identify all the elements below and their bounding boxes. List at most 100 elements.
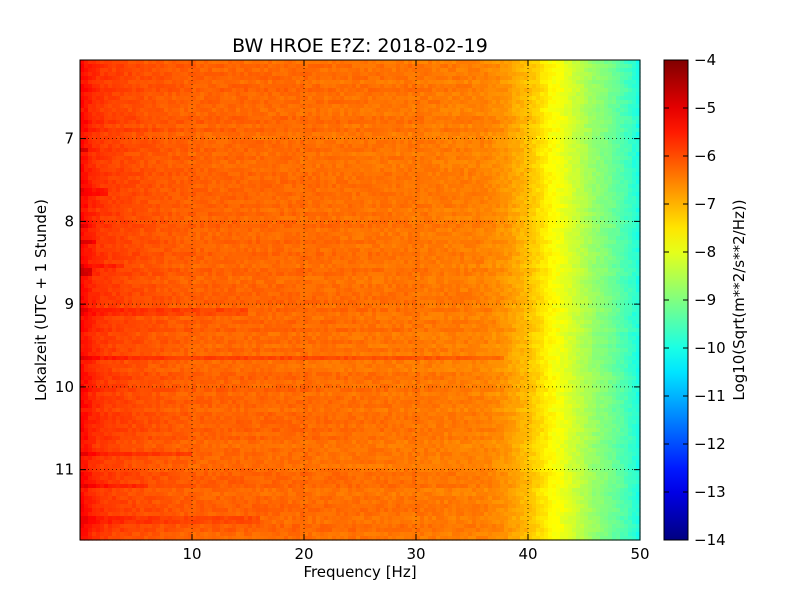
heatmap-cell: [244, 100, 249, 105]
heatmap-cell: [316, 176, 321, 181]
heatmap-cell: [348, 128, 353, 133]
heatmap-cell: [256, 64, 261, 69]
heatmap-cell: [384, 76, 389, 81]
heatmap-cell: [440, 124, 445, 129]
heatmap-cell: [268, 180, 273, 185]
heatmap-cell: [164, 60, 169, 65]
heatmap-cell: [608, 164, 613, 169]
heatmap-cell: [464, 64, 469, 69]
heatmap-cell: [312, 76, 317, 81]
heatmap-cell: [252, 104, 257, 109]
heatmap-cell: [472, 100, 477, 105]
heatmap-cell: [152, 100, 157, 105]
heatmap-cell: [480, 176, 485, 181]
heatmap-cell: [200, 172, 205, 177]
heatmap-cell: [156, 200, 161, 205]
heatmap-cell: [344, 144, 349, 149]
heatmap-cell: [152, 72, 157, 77]
heatmap-cell: [168, 96, 173, 101]
heatmap-cell: [352, 68, 357, 73]
heatmap-cell: [180, 128, 185, 133]
heatmap-cell: [536, 164, 541, 169]
heatmap-cell: [220, 176, 225, 181]
heatmap-cell: [176, 72, 181, 77]
heatmap-cell: [280, 164, 285, 169]
heatmap-cell: [284, 120, 289, 125]
heatmap-cell: [112, 176, 117, 181]
heatmap-cell: [200, 168, 205, 173]
heatmap-cell: [568, 88, 573, 93]
heatmap-cell: [540, 168, 545, 173]
heatmap-cell: [432, 96, 437, 101]
heatmap-cell: [348, 84, 353, 89]
heatmap-cell: [96, 64, 101, 69]
heatmap-cell: [424, 64, 429, 69]
heatmap-cell: [628, 156, 633, 161]
heatmap-cell: [104, 156, 109, 161]
heatmap-cell: [140, 100, 145, 105]
heatmap-cell: [256, 200, 261, 205]
heatmap-cell: [364, 84, 369, 89]
heatmap-cell: [372, 140, 377, 145]
heatmap-cell: [476, 196, 481, 201]
heatmap-cell: [156, 188, 161, 193]
heatmap-cell: [604, 76, 609, 81]
heatmap-cell: [84, 180, 89, 185]
heatmap-cell: [92, 92, 97, 97]
heatmap-cell: [536, 60, 541, 65]
heatmap-cell: [484, 196, 489, 201]
heatmap-cell: [316, 164, 321, 169]
heatmap-cell: [132, 140, 137, 145]
heatmap-cell: [484, 168, 489, 173]
heatmap-cell: [204, 96, 209, 101]
heatmap-cell: [456, 60, 461, 65]
heatmap-cell: [88, 188, 93, 193]
heatmap-cell: [268, 172, 273, 177]
heatmap-cell: [564, 124, 569, 129]
heatmap-cell: [184, 112, 189, 117]
heatmap-cell: [244, 176, 249, 181]
heatmap-cell: [608, 88, 613, 93]
heatmap-cell: [464, 88, 469, 93]
heatmap-cell: [504, 96, 509, 101]
heatmap-cell: [104, 200, 109, 205]
heatmap-cell: [160, 144, 165, 149]
heatmap-cell: [584, 88, 589, 93]
heatmap-cell: [408, 172, 413, 177]
heatmap-cell: [632, 72, 637, 77]
heatmap-cell: [168, 108, 173, 113]
heatmap-cell: [612, 160, 617, 165]
heatmap-cell: [476, 100, 481, 105]
heatmap-cell: [332, 108, 337, 113]
heatmap-cell: [256, 108, 261, 113]
heatmap-cell: [284, 152, 289, 157]
heatmap-cell: [92, 200, 97, 205]
heatmap-cell: [304, 92, 309, 97]
heatmap-cell: [384, 168, 389, 173]
heatmap-cell: [572, 100, 577, 105]
heatmap-cell: [396, 116, 401, 121]
heatmap-cell: [356, 176, 361, 181]
heatmap-cell: [488, 112, 493, 117]
heatmap-cell: [464, 152, 469, 157]
heatmap-cell: [136, 72, 141, 77]
heatmap-cell: [216, 76, 221, 81]
heatmap-cell: [612, 128, 617, 133]
heatmap-cell: [256, 172, 261, 177]
heatmap-cell: [408, 152, 413, 157]
heatmap-cell: [220, 120, 225, 125]
heatmap-cell: [276, 180, 281, 185]
heatmap-cell: [364, 116, 369, 121]
heatmap-cell: [132, 152, 137, 157]
heatmap-cell: [80, 160, 85, 165]
heatmap-cell: [316, 156, 321, 161]
heatmap-cell: [192, 200, 197, 205]
heatmap-cell: [424, 128, 429, 133]
heatmap-cell: [356, 140, 361, 145]
heatmap-cell: [296, 84, 301, 89]
heatmap-cell: [520, 188, 525, 193]
heatmap-cell: [216, 64, 221, 69]
heatmap-cell: [364, 184, 369, 189]
heatmap-cell: [260, 96, 265, 101]
heatmap-cell: [160, 64, 165, 69]
